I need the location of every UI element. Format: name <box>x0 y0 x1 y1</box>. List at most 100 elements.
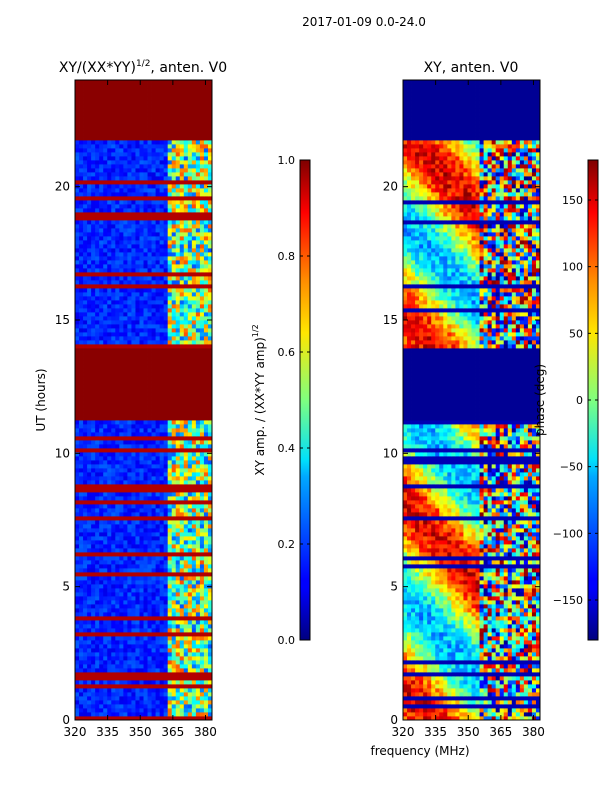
heatmap-cell <box>139 628 144 633</box>
heatmap-cell <box>95 636 100 641</box>
heatmap-cell <box>87 368 92 373</box>
heatmap-cell <box>95 240 100 245</box>
heatmap-cell <box>203 656 209 661</box>
heatmap-cell <box>171 624 177 629</box>
heatmap-cell <box>75 200 80 205</box>
heatmap-cell <box>119 392 124 397</box>
heatmap-cell <box>203 236 209 241</box>
heatmap-cell <box>147 200 152 205</box>
heatmap-cell <box>159 640 165 645</box>
heatmap-cell <box>83 564 88 569</box>
heatmap-cell <box>147 312 152 317</box>
heatmap-cell <box>191 556 197 561</box>
heatmap-cell <box>143 496 148 501</box>
heatmap-cell <box>191 352 197 357</box>
heatmap-cell <box>87 536 92 541</box>
heatmap-cell <box>107 540 112 545</box>
heatmap-cell <box>123 504 128 509</box>
heatmap-cell <box>195 236 201 241</box>
heatmap-cell <box>175 472 181 477</box>
heatmap-cell <box>167 260 173 265</box>
heatmap-cell <box>111 704 116 709</box>
heatmap-cell <box>175 316 181 321</box>
heatmap-cell <box>111 536 116 541</box>
heatmap-cell <box>135 372 140 377</box>
heatmap-cell <box>103 372 108 377</box>
heatmap-cell <box>195 536 201 541</box>
heatmap-cell <box>135 604 140 609</box>
heatmap-cell <box>203 624 209 629</box>
heatmap-cell <box>155 180 161 185</box>
heatmap-cell <box>107 696 112 701</box>
heatmap-cell <box>171 260 177 265</box>
heatmap-cell <box>103 240 108 245</box>
heatmap-cell <box>155 556 161 561</box>
heatmap-cell <box>175 144 181 149</box>
heatmap-cell <box>207 216 212 221</box>
heatmap-cell <box>131 544 136 549</box>
heatmap-cell <box>115 224 120 229</box>
heatmap-cell <box>179 340 185 345</box>
heatmap-cell <box>171 312 177 317</box>
heatmap-cell <box>131 348 136 353</box>
heatmap-cell <box>143 516 148 521</box>
heatmap-cell <box>199 580 205 585</box>
heatmap-cell <box>179 360 185 365</box>
heatmap-cell <box>155 528 161 533</box>
heatmap-cell <box>115 420 120 425</box>
heatmap-cell <box>207 204 212 209</box>
heatmap-cell <box>199 660 205 665</box>
heatmap-cell <box>187 444 193 449</box>
heatmap-cell <box>127 192 132 197</box>
heatmap-cell <box>111 564 116 569</box>
heatmap-cell <box>119 476 124 481</box>
heatmap-cell <box>131 440 136 445</box>
heatmap-cell <box>127 400 132 405</box>
heatmap-cell <box>127 140 132 145</box>
heatmap-cell <box>103 456 108 461</box>
heatmap-cell <box>95 548 100 553</box>
heatmap-cell <box>187 224 193 229</box>
heatmap-cell <box>107 480 112 485</box>
heatmap-cell <box>127 364 132 369</box>
heatmap-cell <box>91 384 96 389</box>
heatmap-cell <box>151 140 156 145</box>
heatmap-cell <box>123 320 128 325</box>
heatmap-cell <box>179 488 185 493</box>
heatmap-cell <box>107 204 112 209</box>
heatmap-cell <box>79 528 84 533</box>
heatmap-cell <box>203 536 209 541</box>
heatmap-cell <box>115 516 120 521</box>
heatmap-cell <box>207 220 212 225</box>
heatmap-cell <box>151 472 156 477</box>
heatmap-cell <box>163 516 169 521</box>
heatmap-cell <box>115 140 120 145</box>
heatmap-cell <box>103 272 108 277</box>
heatmap-cell <box>131 360 136 365</box>
heatmap-cell <box>203 332 209 337</box>
heatmap-cell <box>79 176 84 181</box>
heatmap-cell <box>187 288 193 293</box>
heatmap-cell <box>179 212 185 217</box>
heatmap-cell <box>91 540 96 545</box>
heatmap-cell <box>167 356 173 361</box>
heatmap-cell <box>159 412 165 417</box>
heatmap-cell <box>183 200 189 205</box>
heatmap-cell <box>191 472 197 477</box>
heatmap-cell <box>99 680 104 685</box>
heatmap-cell <box>195 656 201 661</box>
heatmap-cell <box>151 656 156 661</box>
heatmap-cell <box>155 520 161 525</box>
heatmap-cell <box>203 344 209 349</box>
heatmap-cell <box>199 460 205 465</box>
heatmap-cell <box>167 712 173 717</box>
heatmap-cell <box>195 572 201 577</box>
heatmap-cell <box>195 228 201 233</box>
heatmap-cell <box>155 292 161 297</box>
heatmap-cell <box>179 524 185 529</box>
heatmap-cell <box>111 364 116 369</box>
heatmap-cell <box>115 440 120 445</box>
heatmap-cell <box>107 436 112 441</box>
heatmap-cell <box>147 412 152 417</box>
heatmap-cell <box>155 492 161 497</box>
